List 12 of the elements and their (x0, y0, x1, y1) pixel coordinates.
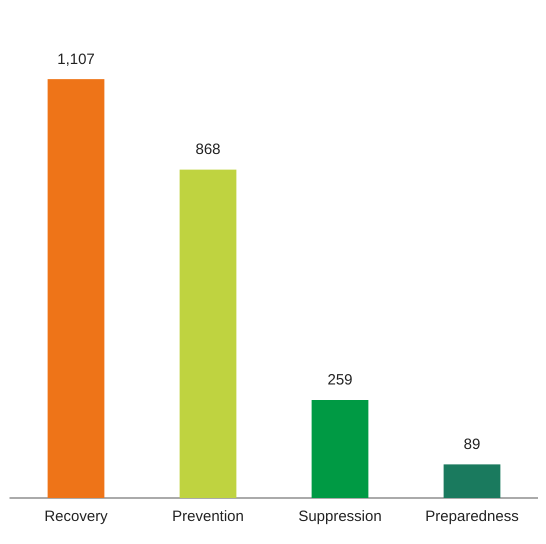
x-tick-label: Recovery (44, 508, 108, 526)
data-label: 259 (327, 372, 353, 389)
bar (444, 464, 500, 498)
bar (312, 400, 368, 498)
x-tick-label: Suppression (298, 508, 382, 526)
x-tick-label: Prevention (172, 508, 244, 526)
bar (48, 79, 104, 498)
bar (180, 170, 236, 498)
data-label: 89 (464, 436, 480, 453)
x-tick-label: Preparedness (425, 508, 519, 526)
data-label: 1,107 (57, 50, 95, 68)
data-label: 868 (195, 141, 221, 158)
